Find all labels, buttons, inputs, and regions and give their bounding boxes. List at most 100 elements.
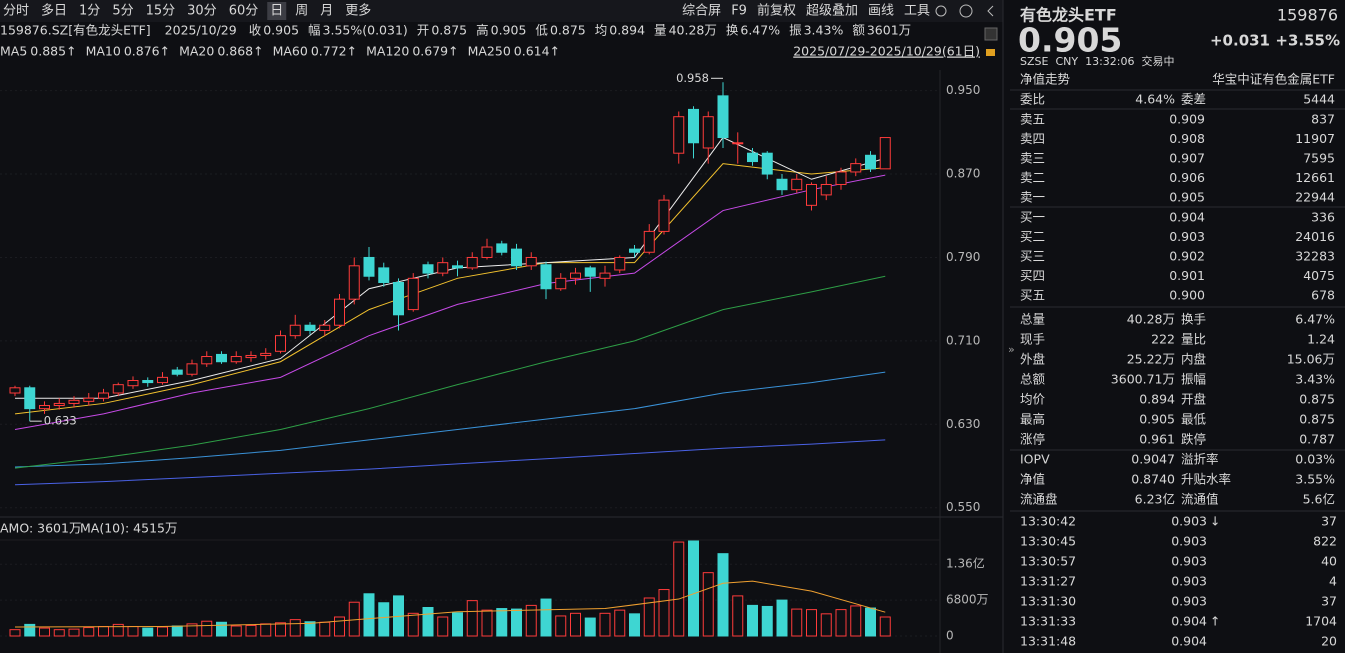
info-value: 3.43%	[804, 23, 844, 38]
period-button[interactable]: 1分	[79, 4, 100, 19]
back-icon[interactable]	[987, 5, 994, 17]
volume-bar	[53, 629, 65, 637]
period-button[interactable]: 60分	[229, 4, 259, 19]
panel-cell: 跌停	[1181, 432, 1206, 447]
info-label: 额	[852, 23, 865, 38]
candle-body	[732, 142, 744, 145]
ma-legend-value: 0.868↑	[217, 44, 263, 59]
candle-body	[717, 95, 729, 139]
tool-button[interactable]: F9	[731, 4, 747, 19]
ma-legend-name: MA120	[366, 44, 409, 59]
ma-line	[14, 371, 886, 468]
volume-bar	[791, 608, 803, 637]
panel-cell: 0.902	[1169, 249, 1205, 264]
panel-cell: 40	[1321, 554, 1337, 569]
volume-bar	[511, 608, 522, 637]
volume-bar	[24, 623, 36, 637]
y-tick-label: 0.550	[946, 500, 980, 514]
panel-cell: 0.905	[1169, 190, 1205, 205]
lock-icon[interactable]	[986, 49, 995, 56]
candle-body	[53, 402, 65, 407]
tool-button[interactable]: 工具	[904, 4, 930, 19]
panel-cell: 卖一	[1020, 190, 1045, 205]
tool-button[interactable]: 前复权	[757, 3, 796, 19]
panel-cell: 222	[1151, 332, 1175, 347]
panel-cell: 流通盘	[1020, 492, 1058, 507]
candle-body	[245, 354, 257, 359]
candle-body	[378, 267, 390, 283]
y-tick-label: 0	[946, 629, 954, 643]
period-bg[interactable]	[267, 2, 287, 20]
tool-button[interactable]: 超级叠加	[806, 4, 858, 19]
info-label: 高	[476, 23, 489, 38]
change: +0.031	[1210, 32, 1270, 50]
settings-icon[interactable]	[935, 5, 947, 17]
collapse-toggle[interactable]: »	[1008, 343, 1015, 356]
info-value: 0.905	[263, 23, 299, 38]
info-value: 0.875	[550, 23, 586, 38]
panel-cell: 13:31:27	[1020, 574, 1076, 589]
ma-legend-value: 0.614↑	[514, 44, 560, 59]
panel-cell: 0.903	[1171, 534, 1207, 549]
period-button[interactable]: 周	[295, 4, 308, 19]
volume-bar	[245, 624, 257, 637]
info-label: 开	[417, 23, 430, 38]
volume-bar	[142, 627, 154, 637]
period-button[interactable]: 5分	[112, 4, 133, 19]
bar-date: 2025/10/29	[165, 23, 237, 38]
help-icon[interactable]	[959, 4, 973, 18]
period-button[interactable]: 多日	[41, 3, 67, 19]
candle-body	[850, 163, 862, 173]
candle-body	[481, 246, 493, 258]
tool-button[interactable]: 综合屏	[682, 4, 721, 19]
info-value: 3.55%(0.031)	[323, 23, 408, 38]
tool-button[interactable]: 画线	[868, 4, 894, 19]
panel-cell: 0.904	[1171, 634, 1207, 649]
panel-cell: 溢折率	[1181, 452, 1219, 467]
period-button[interactable]: 分时	[3, 4, 29, 19]
panel-cell: 7595	[1303, 151, 1335, 166]
panel-cell: 0.904	[1171, 614, 1207, 629]
period-button[interactable]: 更多	[345, 3, 371, 19]
volume-ma-legend: MA(10): 4515万	[80, 521, 178, 536]
candle-body	[614, 256, 626, 271]
period-button[interactable]: 15分	[146, 4, 176, 19]
info-label: 量	[654, 23, 667, 38]
panel-cell: 卖二	[1020, 170, 1045, 185]
panel-cell: 净值	[1020, 472, 1045, 487]
info-value: 6.47%	[740, 23, 780, 38]
info-value: 3601万	[867, 23, 911, 38]
nav-tab[interactable]: 净值走势	[1020, 72, 1071, 87]
panel-cell: 0.961	[1139, 432, 1175, 447]
period-button[interactable]: 30分	[187, 4, 217, 19]
volume-bar	[422, 607, 434, 637]
candle-body	[452, 265, 463, 269]
candle-body	[865, 154, 876, 170]
volume-bar	[717, 553, 729, 637]
panel-cell: 买一	[1020, 210, 1045, 225]
volume-bar	[275, 622, 286, 637]
panel-cell: 0.903	[1171, 594, 1207, 609]
panel-cell: 3.43%	[1295, 372, 1335, 387]
volume-bar	[407, 612, 419, 637]
period-button[interactable]: 日	[270, 4, 283, 19]
volume-bar	[850, 605, 862, 637]
wp-icon[interactable]	[984, 27, 998, 41]
volume-bar	[496, 608, 508, 637]
panel-cell: 3600.71万	[1111, 372, 1175, 387]
period-button[interactable]: 月	[320, 4, 333, 19]
ma-line	[14, 580, 886, 628]
volume-bar	[83, 627, 95, 637]
info-value: 0.905	[491, 23, 527, 38]
trading-status: SZSE CNY 13:32:06 交易中	[1020, 54, 1174, 68]
panel-cell: 37	[1321, 514, 1337, 529]
info-value: 0.875	[431, 23, 467, 38]
candle-body	[39, 405, 50, 410]
toolbar-icons	[935, 4, 998, 56]
candle-body	[747, 152, 758, 163]
panel-cell: 0.903	[1171, 514, 1207, 529]
volume-bar	[570, 612, 581, 637]
candle-body	[260, 352, 272, 356]
